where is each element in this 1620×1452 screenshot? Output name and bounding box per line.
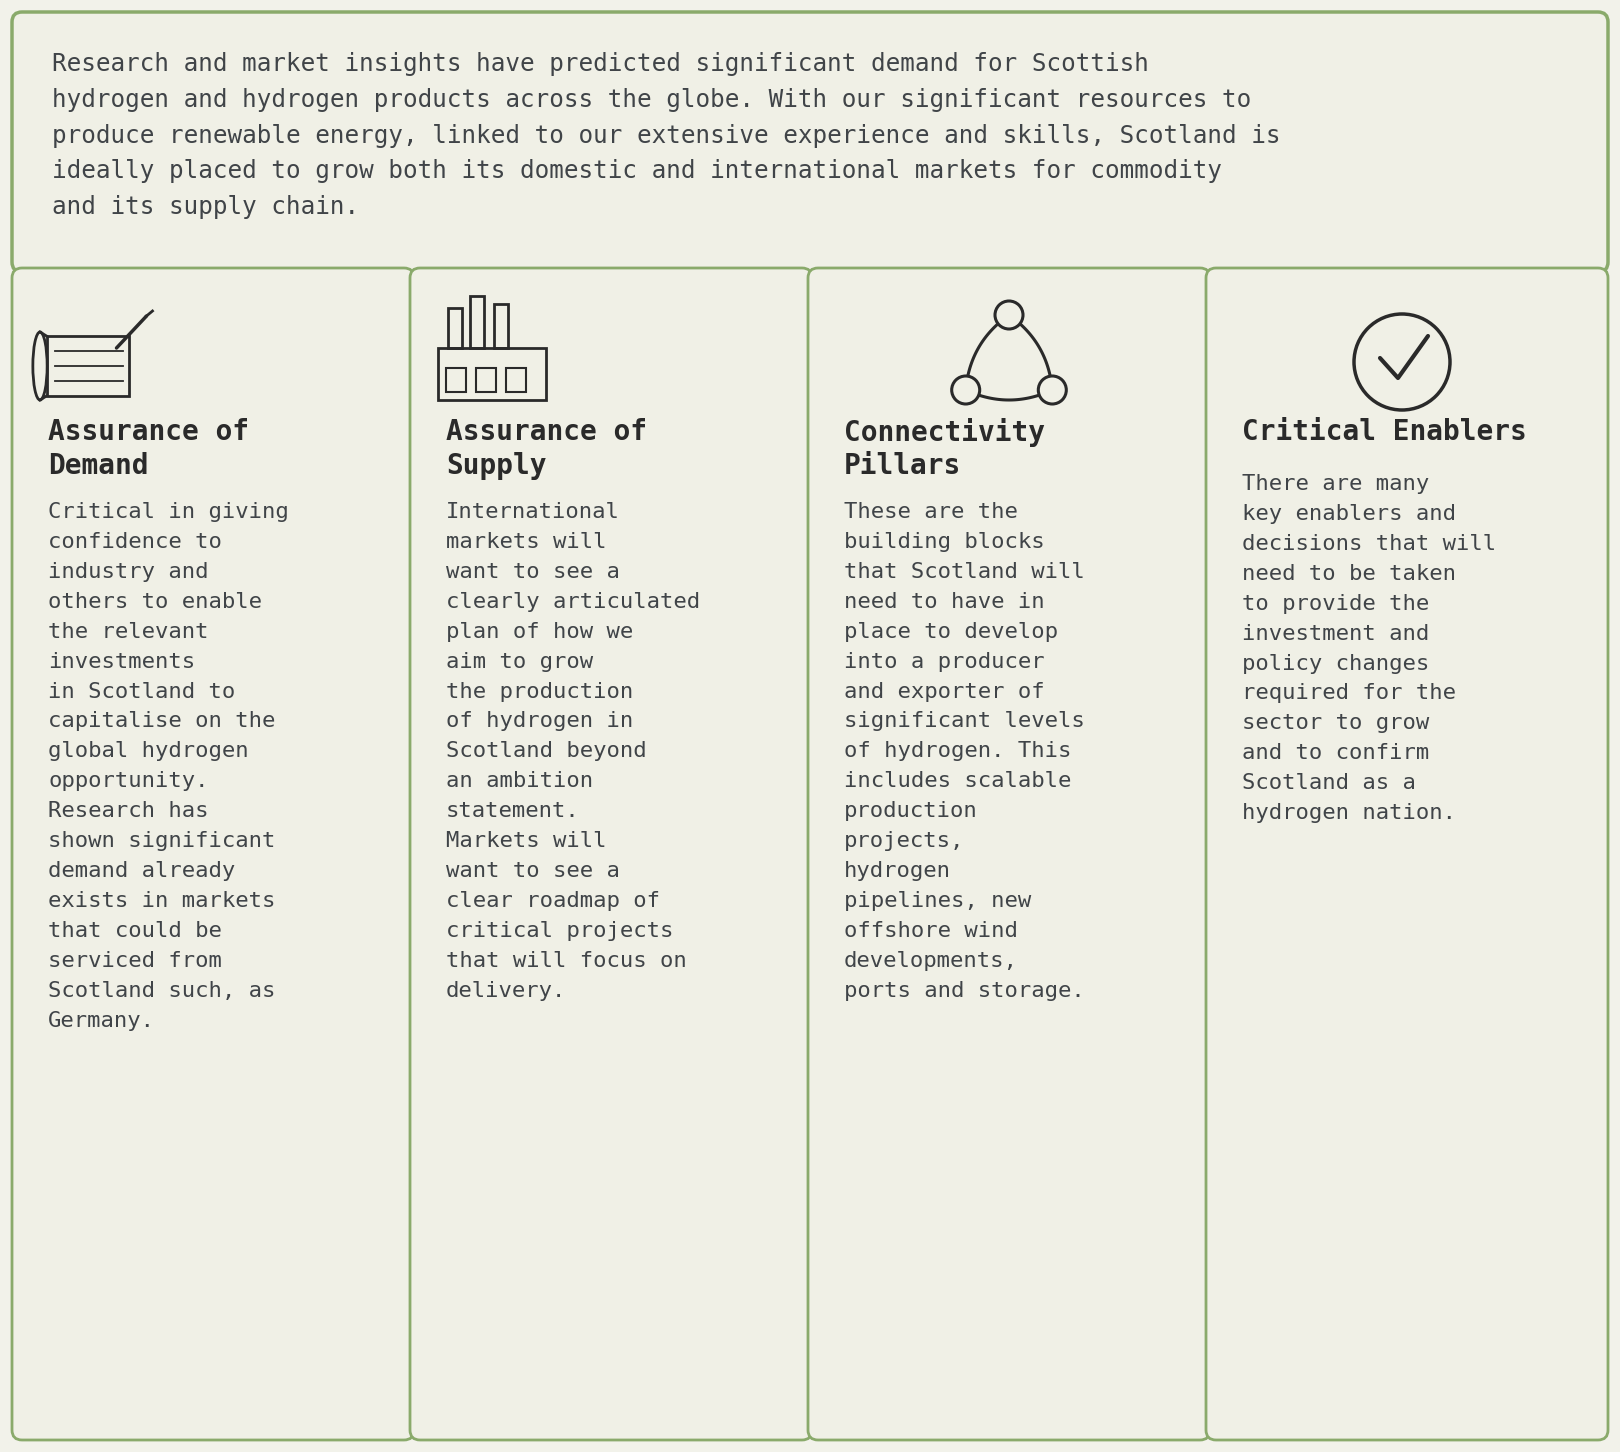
FancyBboxPatch shape (1205, 269, 1609, 1440)
Text: International
markets will
want to see a
clearly articulated
plan of how we
aim : International markets will want to see a… (446, 502, 700, 1000)
Text: Critical in giving
confidence to
industry and
others to enable
the relevant
inve: Critical in giving confidence to industr… (49, 502, 288, 1031)
Circle shape (1038, 376, 1066, 404)
Polygon shape (47, 335, 128, 396)
FancyBboxPatch shape (410, 269, 812, 1440)
Circle shape (951, 376, 980, 404)
Text: These are the
building blocks
that Scotland will
need to have in
place to develo: These are the building blocks that Scotl… (844, 502, 1085, 1000)
Text: Assurance of
Demand: Assurance of Demand (49, 418, 249, 479)
FancyBboxPatch shape (808, 269, 1210, 1440)
Text: There are many
key enablers and
decisions that will
need to be taken
to provide : There are many key enablers and decision… (1243, 473, 1497, 823)
Ellipse shape (32, 333, 47, 399)
Text: Research and market insights have predicted significant demand for Scottish
hydr: Research and market insights have predic… (52, 52, 1280, 219)
Text: Critical Enablers: Critical Enablers (1243, 418, 1526, 446)
FancyBboxPatch shape (11, 269, 415, 1440)
Circle shape (995, 301, 1022, 330)
Text: Connectivity
Pillars: Connectivity Pillars (844, 418, 1045, 481)
FancyBboxPatch shape (11, 12, 1609, 272)
Text: Assurance of
Supply: Assurance of Supply (446, 418, 646, 479)
